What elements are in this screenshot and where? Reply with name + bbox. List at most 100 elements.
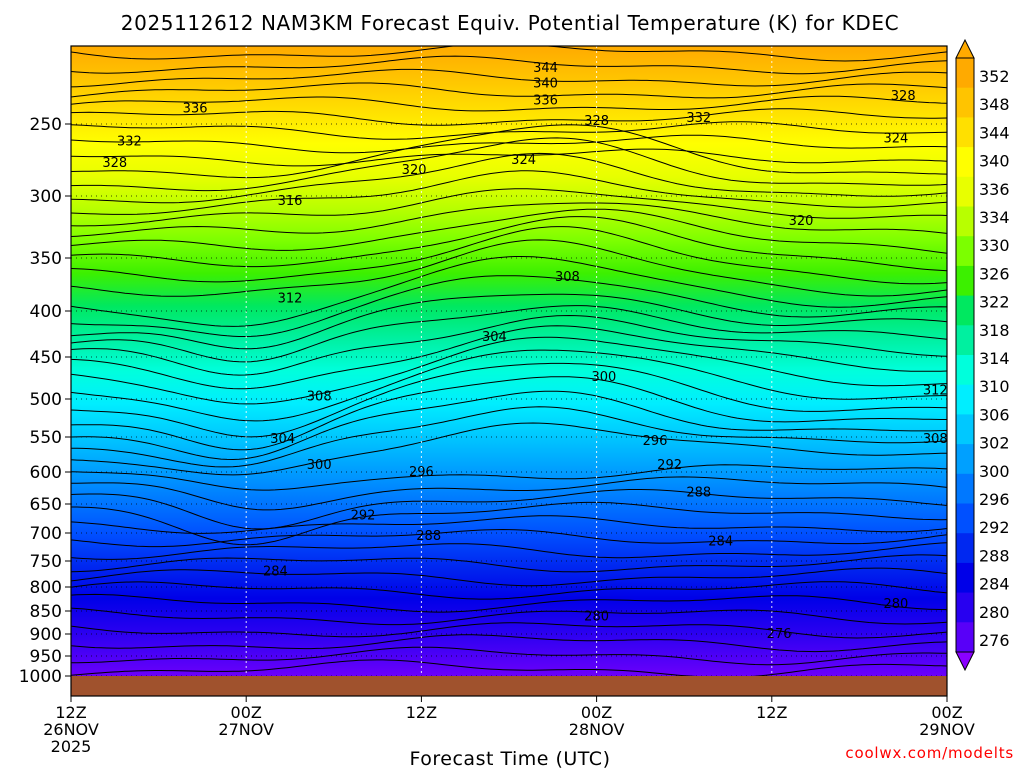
x-axis-label: Forecast Time (UTC) xyxy=(410,748,611,768)
contour-line xyxy=(71,305,947,363)
contour-line xyxy=(71,390,947,461)
colorbar-top-arrow xyxy=(955,38,975,59)
contour-line xyxy=(71,152,947,204)
colorbar-label: 336 xyxy=(979,180,1010,199)
contour-label: 288 xyxy=(416,529,441,544)
x-tick-label: 00Z xyxy=(931,703,962,722)
contour-label: 300 xyxy=(307,458,332,473)
colorbar-swatch xyxy=(956,533,974,564)
contour-line xyxy=(71,362,947,438)
contour-line xyxy=(71,170,947,215)
ground-surface xyxy=(71,676,947,696)
colorbar-label: 322 xyxy=(979,293,1010,312)
contour-line xyxy=(71,239,947,297)
colorbar-swatch xyxy=(956,117,974,148)
y-tick-label: 550 xyxy=(30,428,62,448)
x-tick-label: 2025 xyxy=(51,737,92,756)
colorbar-label: 280 xyxy=(979,603,1010,622)
contour-label: 324 xyxy=(511,153,536,168)
contour-line xyxy=(71,95,947,112)
colorbar-label: 302 xyxy=(979,434,1010,453)
contour-label: 328 xyxy=(584,114,609,129)
contour-lines xyxy=(71,46,947,678)
colorbar-bottom-arrow xyxy=(955,651,975,672)
y-tick-label: 1000 xyxy=(19,667,62,687)
contour-label: 280 xyxy=(584,610,609,625)
y-tick-label: 900 xyxy=(30,625,62,645)
contour-line xyxy=(71,567,947,587)
colorbar-swatch xyxy=(956,176,974,207)
contour-line xyxy=(71,464,947,491)
colorbar-label: 284 xyxy=(979,575,1010,594)
x-tick-label: 12Z xyxy=(55,703,86,722)
colorbar-frame xyxy=(955,57,975,653)
contour-label: 308 xyxy=(555,270,580,285)
chart-title: 2025112612 NAM3KM Forecast Equiv. Potent… xyxy=(121,11,899,35)
x-tick-label: 12Z xyxy=(406,703,437,722)
colorbar-swatch xyxy=(956,622,974,653)
contour-line xyxy=(71,542,947,560)
contour-label: 300 xyxy=(591,370,616,385)
contour-label: 324 xyxy=(883,131,908,146)
contour-label: 316 xyxy=(278,194,303,209)
colorbar-label: 296 xyxy=(979,490,1010,509)
colorbar-swatch xyxy=(956,87,974,118)
x-tick-label: 26NOV xyxy=(43,720,99,739)
colorbar-swatch xyxy=(956,58,974,89)
contour-label: 308 xyxy=(307,389,332,404)
contour-line xyxy=(71,336,947,405)
y-tick-label: 450 xyxy=(30,348,62,368)
contour-label: 304 xyxy=(270,432,295,447)
contour-label: 292 xyxy=(657,458,682,473)
colorbar: 352 348 344 340 336 334 330 326 322 318 314 310 306 3… xyxy=(955,38,1010,672)
contour-line xyxy=(71,659,947,678)
contour-line xyxy=(71,554,947,573)
x-tick-label: 28NOV xyxy=(569,720,625,739)
contour-line xyxy=(71,226,947,285)
y-tick-label: 850 xyxy=(30,602,62,622)
contour-label: 332 xyxy=(686,111,711,126)
contour-label: 320 xyxy=(402,163,427,178)
contour-line xyxy=(71,515,947,534)
colorbar-swatch xyxy=(956,295,974,326)
contour-line xyxy=(71,646,947,666)
x-tick-label: 27NOV xyxy=(218,720,274,739)
contour-label: 332 xyxy=(117,134,142,149)
contour-line xyxy=(71,216,947,272)
contour-label: 320 xyxy=(789,214,814,229)
colorbar-label: 344 xyxy=(979,123,1010,142)
contour-line xyxy=(71,634,947,653)
contour-label: 312 xyxy=(923,384,948,399)
contour-line xyxy=(71,376,947,451)
colorbar-swatch xyxy=(956,206,974,237)
contour-label: 292 xyxy=(351,509,376,524)
contour-line xyxy=(71,46,947,62)
y-axis: 250 300 350 400 450 500 550 600 650 700 750 800 850 9… xyxy=(19,115,71,687)
contour-line xyxy=(71,55,947,75)
contour-line xyxy=(71,476,947,511)
contour-line xyxy=(71,108,947,126)
contour-label: 328 xyxy=(891,89,916,104)
colorbar-label: 314 xyxy=(979,349,1010,368)
colorbar-label: 276 xyxy=(979,631,1010,650)
colorbar-swatch xyxy=(956,444,974,475)
contour-line xyxy=(71,275,947,337)
colorbar-label: 306 xyxy=(979,405,1010,424)
colorbar-swatch xyxy=(956,147,974,178)
contour-label: 284 xyxy=(708,534,733,549)
colorbar-label: 326 xyxy=(979,264,1010,283)
plot-frame xyxy=(70,45,948,697)
contour-label: 296 xyxy=(409,465,434,480)
contour-line xyxy=(71,489,947,530)
contour-line xyxy=(71,406,947,468)
y-tick-label: 500 xyxy=(30,390,62,410)
x-tick-label: 00Z xyxy=(231,703,262,722)
contour-label: 336 xyxy=(533,94,558,109)
colorbar-label: 334 xyxy=(979,208,1010,227)
theta-e-field xyxy=(71,46,947,696)
y-tick-label: 250 xyxy=(30,115,62,135)
y-tick-label: 600 xyxy=(30,463,62,483)
